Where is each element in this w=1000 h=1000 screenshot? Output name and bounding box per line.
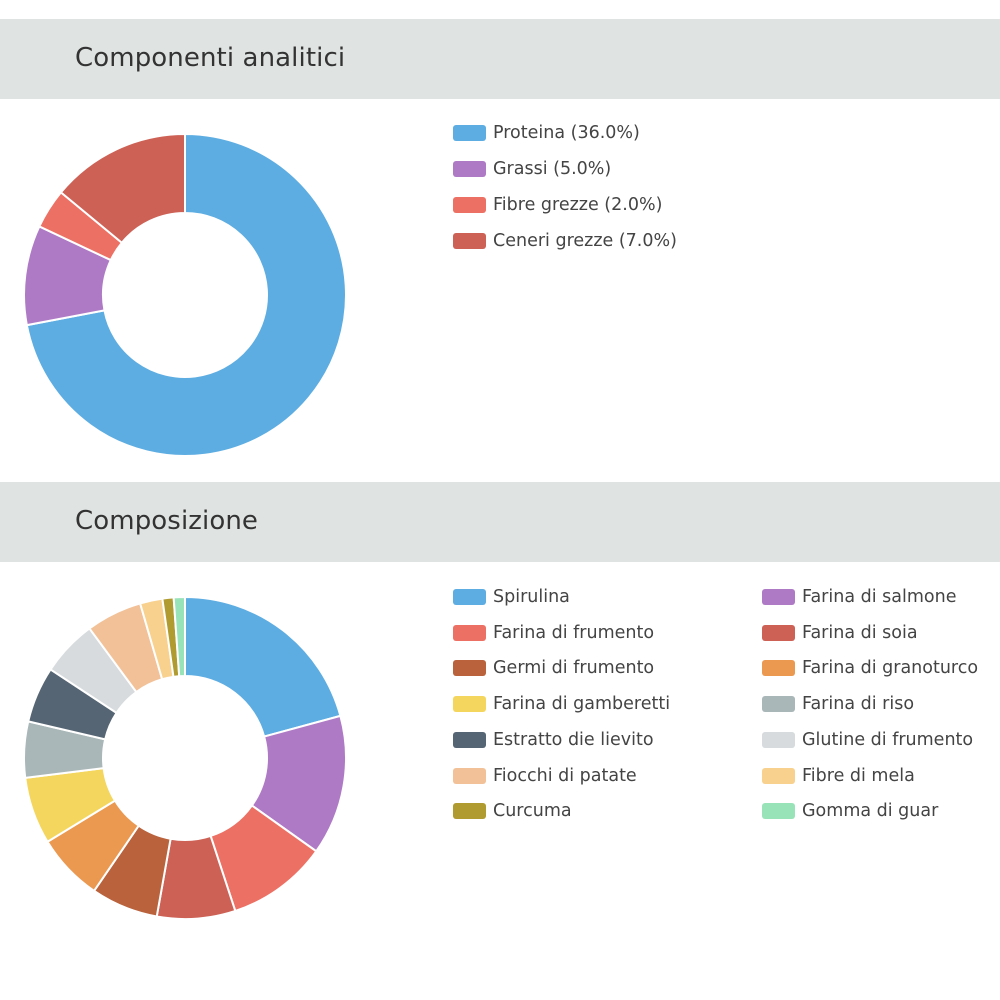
legend-label: Ceneri grezze (7.0%) xyxy=(493,231,677,251)
legend-item-farina-di-salmone[interactable]: Farina di salmone xyxy=(762,584,956,610)
legend-item-farina-di-soia[interactable]: Farina di soia xyxy=(762,620,918,646)
legend-item-farina-di-riso[interactable]: Farina di riso xyxy=(762,691,914,717)
section-title: Composizione xyxy=(75,506,259,536)
donut-slice-ceneri-grezze[interactable] xyxy=(59,132,186,245)
legend-item-farina-di-gamberetti[interactable]: Farina di gamberetti xyxy=(453,691,670,717)
legend-label: Germi di frumento xyxy=(493,658,655,679)
legend-item-curcuma[interactable]: Curcuma xyxy=(453,798,572,824)
donut-chart-composizione xyxy=(23,595,347,920)
legend-item-estratto-die-lievito[interactable]: Estratto die lievito xyxy=(453,727,654,753)
legend-swatch xyxy=(762,731,795,748)
legend-label: Gomma di guar xyxy=(802,801,939,822)
legend-label: Curcuma xyxy=(493,801,572,822)
legend-swatch xyxy=(453,660,486,677)
legend-item-glutine-di-frumento[interactable]: Glutine di frumento xyxy=(762,727,973,753)
legend-swatch xyxy=(762,696,795,713)
legend-swatch xyxy=(453,161,486,177)
legend-label: Fiocchi di patate xyxy=(493,765,637,786)
legend-item-gomma-di-guar[interactable]: Gomma di guar xyxy=(762,798,938,824)
legend-swatch xyxy=(453,125,486,141)
legend-item-spirulina[interactable]: Spirulina xyxy=(453,584,570,610)
legend-label: Grassi (5.0%) xyxy=(493,159,612,179)
legend-swatch xyxy=(453,589,486,605)
legend-label: Glutine di frumento xyxy=(802,729,974,750)
legend-label: Spirulina xyxy=(493,587,570,607)
legend-label: Farina di granoturco xyxy=(802,658,979,679)
section-title: Componenti analitici xyxy=(75,43,346,73)
legend-item-farina-di-granoturco[interactable]: Farina di granoturco xyxy=(762,655,978,681)
donut-slice-spirulina[interactable] xyxy=(184,595,342,738)
legend-swatch xyxy=(453,803,486,820)
legend-swatch xyxy=(762,767,795,784)
legend-item-fiocchi-di-patate[interactable]: Fiocchi di patate xyxy=(453,763,637,789)
donut-slice-proteina[interactable] xyxy=(25,132,347,457)
legend-label: Farina di salmone xyxy=(802,587,957,607)
donut-chart-componenti xyxy=(23,132,347,457)
legend-item-fibre-di-mela[interactable]: Fibre di mela xyxy=(762,763,915,789)
legend-swatch xyxy=(762,803,795,820)
legend-label: Fibre grezze (2.0%) xyxy=(493,195,663,215)
legend-swatch xyxy=(453,197,486,213)
legend-swatch xyxy=(453,624,486,641)
legend-item-farina-di-frumento[interactable]: Farina di frumento xyxy=(453,620,654,646)
legend-swatch xyxy=(762,660,795,677)
legend-label: Proteina (36.0%) xyxy=(493,123,640,143)
legend-label: Farina di soia xyxy=(802,622,918,643)
legend-item-ceneri-grezze[interactable]: Ceneri grezze (7.0%) xyxy=(453,228,677,254)
legend-swatch xyxy=(453,696,486,713)
legend-label: Farina di riso xyxy=(802,694,915,715)
legend-label: Farina di frumento xyxy=(493,622,655,643)
legend-swatch xyxy=(762,624,795,641)
section-header-componenti: Componenti analitici xyxy=(0,19,1000,99)
legend-item-germi-di-frumento[interactable]: Germi di frumento xyxy=(453,655,654,681)
legend-swatch xyxy=(453,767,486,784)
legend-item-fibre-grezze[interactable]: Fibre grezze (2.0%) xyxy=(453,192,662,218)
legend-swatch xyxy=(453,731,486,748)
legend-item-proteina[interactable]: Proteina (36.0%) xyxy=(453,120,640,146)
legend-item-grassi[interactable]: Grassi (5.0%) xyxy=(453,156,611,182)
legend-label: Estratto die lievito xyxy=(493,729,654,750)
section-header-composizione: Composizione xyxy=(0,482,1000,562)
legend-label: Farina di gamberetti xyxy=(493,694,671,715)
legend-swatch xyxy=(762,589,795,605)
donut-slice-gomma-di-guar[interactable] xyxy=(172,595,186,678)
legend-swatch xyxy=(453,233,486,249)
legend-label: Fibre di mela xyxy=(802,765,915,786)
